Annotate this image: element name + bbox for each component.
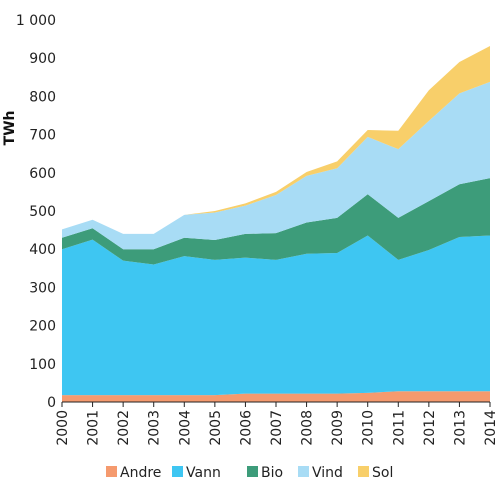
x-tick-label: 2013 [452, 410, 468, 446]
x-tick-label: 2002 [116, 410, 132, 446]
legend-label-vann: Vann [186, 465, 221, 481]
legend-swatch-andre [106, 466, 117, 477]
area-vann [62, 235, 490, 396]
legend-label-sol: Sol [372, 465, 393, 481]
area-vind [62, 81, 490, 250]
x-tick-label: 2006 [238, 410, 254, 446]
x-tick-label: 2004 [177, 410, 193, 446]
y-axis-label: TWh [2, 111, 18, 146]
legend-swatch-sol [358, 466, 369, 477]
area-andre [62, 391, 490, 402]
x-tick-label: 2014 [483, 410, 499, 446]
x-tick-label: 2010 [361, 410, 377, 446]
legend-label-bio: Bio [261, 465, 283, 481]
x-tick-label: 2008 [300, 410, 316, 446]
y-tick-label: 200 [29, 319, 56, 335]
legend-label-andre: Andre [120, 465, 161, 481]
y-tick-label: 300 [29, 280, 56, 296]
legend-swatch-bio [247, 466, 258, 477]
y-tick-label: 500 [29, 204, 56, 220]
legend-swatch-vann [172, 466, 183, 477]
y-tick-labels: 0 100 200 300 400 500 600 700 800 900 1 000 [16, 13, 56, 411]
y-tick-label: 400 [29, 242, 56, 258]
y-tick-label: 600 [29, 166, 56, 182]
area-sol [62, 45, 490, 234]
y-tick-label: 800 [29, 89, 56, 105]
x-tick-label: 2000 [55, 410, 71, 446]
legend: Andre Vann Bio Vind Sol [106, 465, 393, 481]
area-bio [62, 178, 490, 265]
y-tick-label: 1 000 [16, 13, 56, 29]
y-tick-label: 0 [47, 395, 56, 411]
area-series-group [62, 45, 490, 402]
x-tick-label: 2003 [147, 410, 163, 446]
y-tick-label: 900 [29, 51, 56, 67]
x-tick-labels: 2000 2001 2002 2003 2004 2005 2006 2007 2008 2009… [55, 402, 499, 446]
legend-label-vind: Vind [312, 465, 343, 481]
x-tick-label: 2007 [269, 410, 285, 446]
x-tick-label: 2005 [208, 410, 224, 446]
y-tick-label: 700 [29, 128, 56, 144]
y-tick-label: 100 [29, 357, 56, 373]
x-tick-label: 2001 [86, 410, 102, 446]
legend-swatch-vind [298, 466, 309, 477]
x-tick-label: 2009 [330, 410, 346, 446]
x-tick-label: 2012 [422, 410, 438, 446]
x-tick-label: 2011 [391, 410, 407, 446]
